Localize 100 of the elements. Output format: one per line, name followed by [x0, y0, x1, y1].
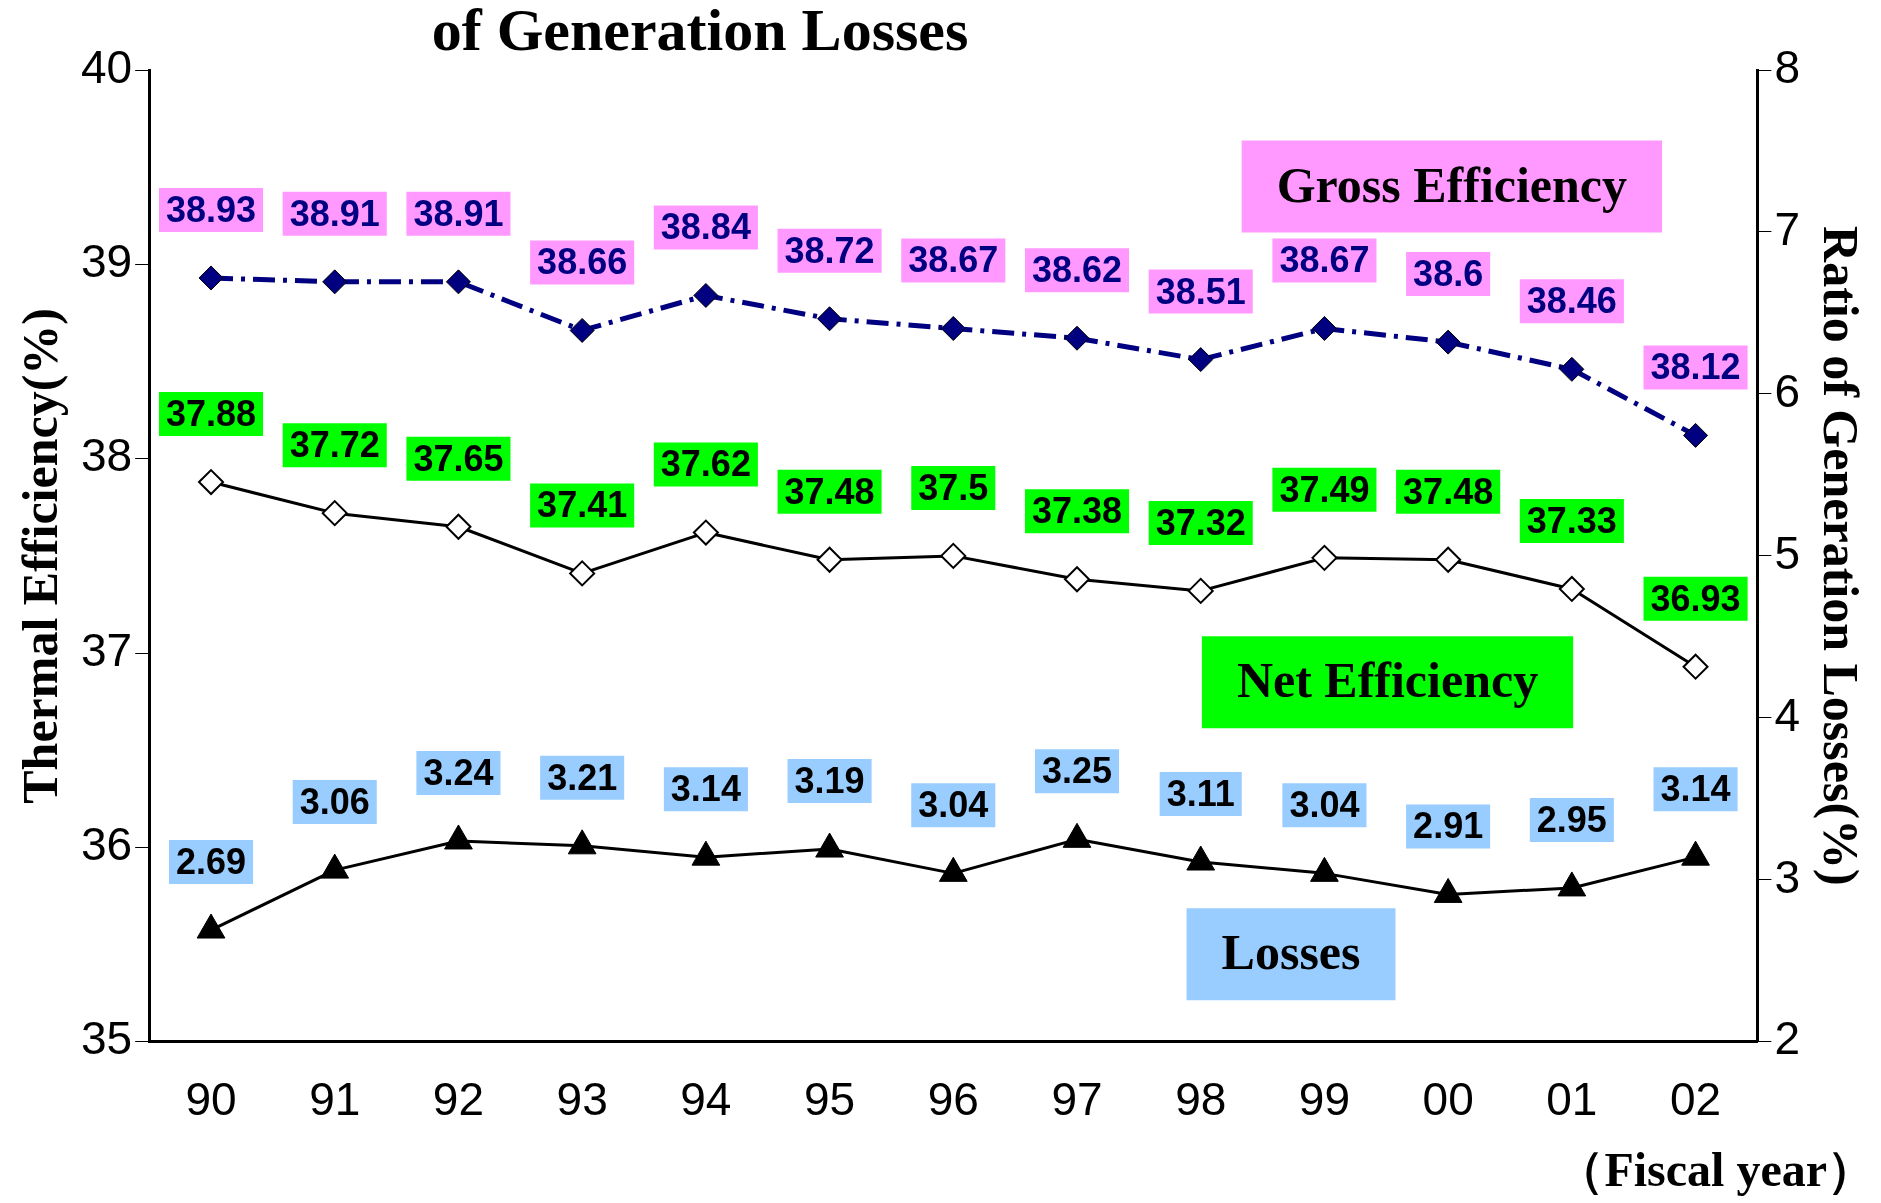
- point: [198, 469, 225, 496]
- x-tick-label: 92: [432, 1073, 485, 1126]
- point: [1187, 577, 1214, 604]
- point: [815, 832, 844, 858]
- y2-tick-label: 3: [1774, 850, 1801, 903]
- point: [938, 856, 968, 882]
- x-tick-label: 98: [1175, 1073, 1227, 1126]
- point: [1682, 653, 1709, 680]
- data-label: 37.33: [1526, 499, 1617, 541]
- y2-tick-label: 8: [1774, 40, 1801, 93]
- point: [1064, 566, 1090, 593]
- data-label: 37.48: [784, 470, 875, 512]
- data-label: 38.51: [1155, 270, 1246, 312]
- y2-axis-title: Ratio of Generation Losses(%): [1813, 226, 1870, 886]
- point: [1310, 856, 1339, 882]
- x-axis-title: （Fiscal year）: [1556, 1143, 1875, 1197]
- y2-tick-label: 4: [1774, 688, 1801, 741]
- point: [1559, 356, 1585, 382]
- series-label: Losses: [1221, 924, 1361, 981]
- data-label: 37.41: [537, 484, 628, 526]
- x-tick-label: 93: [556, 1073, 608, 1126]
- data-label: 38.72: [784, 229, 875, 271]
- data-label: 37.32: [1155, 501, 1246, 543]
- data-label: 38.91: [413, 192, 504, 234]
- point: [1683, 422, 1709, 448]
- data-label: 37.48: [1403, 470, 1494, 512]
- point: [940, 542, 967, 569]
- x-tick-label: 01: [1546, 1073, 1598, 1126]
- data-label: 38.12: [1650, 346, 1741, 388]
- data-label: 37.5: [918, 466, 989, 508]
- data-label: 38.67: [1279, 239, 1370, 281]
- data-label: 3.21: [547, 756, 618, 798]
- y-tick-label: 37: [80, 623, 133, 676]
- data-label: 3.04: [1289, 784, 1360, 826]
- data-label: 3.06: [299, 781, 370, 823]
- x-tick-label: 97: [1051, 1073, 1103, 1126]
- data-label: 2.69: [175, 840, 247, 882]
- data-label: 3.14: [670, 768, 741, 810]
- y-tick-label: 39: [80, 235, 133, 288]
- point: [321, 500, 348, 527]
- point: [569, 560, 596, 587]
- y-tick-label: 38: [80, 429, 133, 482]
- data-label: 2.91: [1413, 805, 1484, 847]
- data-label: 37.88: [165, 392, 257, 434]
- x-tick-label: 91: [309, 1073, 361, 1126]
- y2-tick-label: 7: [1774, 202, 1801, 255]
- point: [691, 840, 721, 866]
- y2-tick-label: 5: [1774, 526, 1801, 579]
- point: [692, 519, 719, 546]
- point: [1062, 822, 1092, 848]
- x-tick-label: 99: [1298, 1073, 1351, 1126]
- chart-title: of Generation Losses: [431, 0, 969, 63]
- data-label: 37.49: [1279, 468, 1370, 510]
- x-tick-label: 96: [927, 1073, 979, 1126]
- data-label: 38.91: [289, 192, 380, 234]
- point: [445, 269, 471, 295]
- data-label: 37.65: [413, 437, 504, 479]
- point: [198, 265, 224, 291]
- data-label: 38.6: [1413, 253, 1484, 295]
- point: [1681, 840, 1710, 866]
- data-label: 38.93: [165, 188, 257, 230]
- point: [816, 546, 843, 573]
- point: [320, 853, 350, 879]
- point: [569, 317, 595, 343]
- point: [1433, 877, 1463, 903]
- point: [1188, 347, 1214, 373]
- data-label: 38.67: [908, 239, 999, 281]
- point: [817, 306, 843, 332]
- data-label: 38.84: [660, 206, 751, 248]
- y-tick-label: 36: [80, 818, 133, 871]
- point: [196, 913, 226, 939]
- data-label: 3.19: [794, 759, 865, 801]
- x-tick-label: 94: [680, 1073, 732, 1126]
- x-tick-label: 00: [1422, 1073, 1474, 1126]
- point: [1311, 316, 1337, 341]
- data-label: 38.66: [537, 241, 628, 283]
- point: [1064, 325, 1090, 351]
- point: [1557, 871, 1587, 897]
- data-label: 37.62: [660, 443, 751, 485]
- data-label: 36.93: [1650, 577, 1741, 619]
- y2-tick-label: 2: [1774, 1012, 1801, 1065]
- point: [445, 513, 472, 540]
- data-label: 3.04: [918, 784, 989, 826]
- point: [444, 824, 473, 850]
- y-axis-title: Thermal Efficiency(%): [11, 308, 68, 804]
- point: [1311, 544, 1338, 571]
- data-label: 38.62: [1031, 249, 1123, 291]
- data-label: 38.46: [1526, 280, 1617, 322]
- text: Gross Efficiency: [1276, 156, 1628, 213]
- point: [693, 282, 719, 308]
- y2-tick-label: 6: [1774, 364, 1801, 417]
- x-tick-label: 90: [185, 1073, 237, 1126]
- data-label: 3.25: [1041, 750, 1113, 792]
- series-label: Net Efficiency: [1236, 652, 1539, 709]
- point: [1435, 329, 1461, 355]
- x-tick-label: 02: [1669, 1073, 1722, 1126]
- data-label: 3.14: [1660, 768, 1731, 810]
- y-tick-label: 35: [80, 1012, 133, 1065]
- y-tick-label: 40: [80, 40, 133, 93]
- data-label: 37.38: [1031, 490, 1123, 532]
